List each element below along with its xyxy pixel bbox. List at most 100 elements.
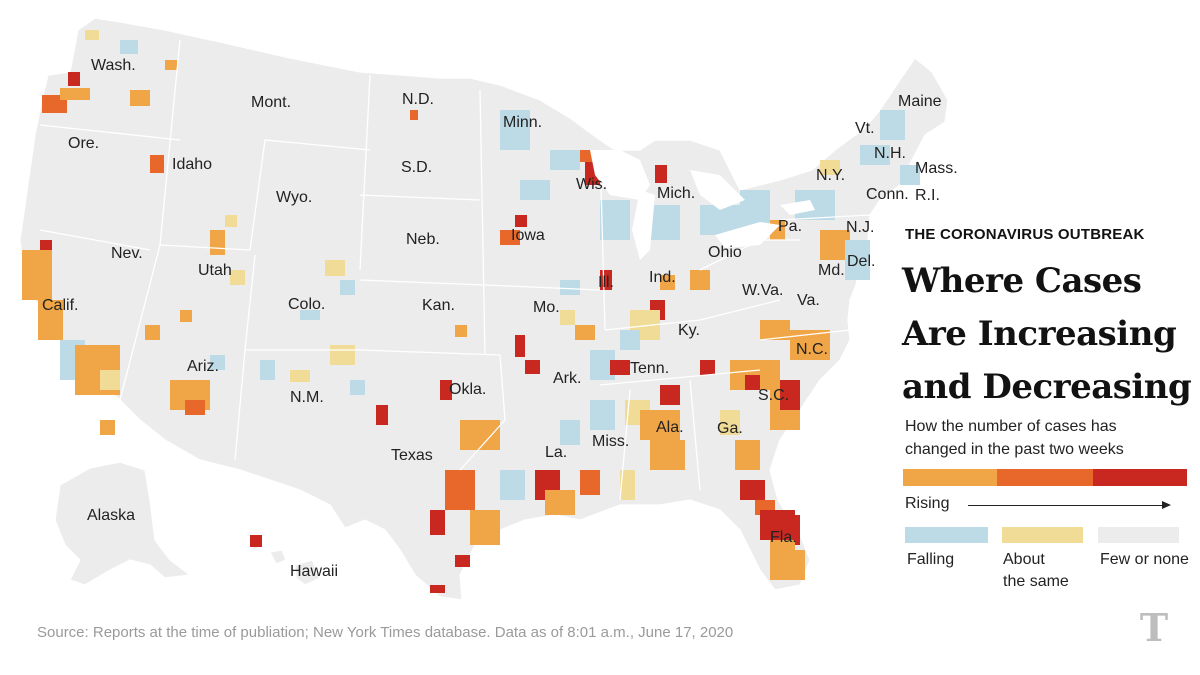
state-label-ri: R.I. <box>915 187 940 204</box>
state-label-wash: Wash. <box>91 57 136 74</box>
state-label-mich: Mich. <box>657 185 696 202</box>
county-patch <box>690 270 710 290</box>
county-patch <box>740 480 765 500</box>
state-label-neb: Neb. <box>406 231 440 248</box>
county-patch <box>550 150 580 170</box>
county-patch <box>455 555 470 567</box>
county-patch <box>515 215 527 227</box>
county-patch <box>560 420 580 445</box>
subtitle-line-2: changed in the past two weeks <box>905 441 1124 458</box>
county-patch <box>745 375 760 390</box>
nyt-t-logo-icon: T <box>1140 605 1168 649</box>
county-patch <box>525 360 540 374</box>
county-patch <box>440 380 452 400</box>
county-patch <box>68 72 80 86</box>
county-patch <box>520 180 550 200</box>
county-patch <box>845 240 870 280</box>
state-label-nev: Nev. <box>111 245 143 262</box>
county-patch <box>340 280 355 295</box>
title-line-1: Where Cases <box>902 261 1142 301</box>
county-patch <box>640 410 680 440</box>
title-line-2: Are Increasing <box>902 314 1177 354</box>
title-line-3: and Decreasing <box>902 367 1192 407</box>
county-patch <box>130 90 150 106</box>
county-patch <box>38 300 63 340</box>
county-patch <box>545 490 575 515</box>
county-patches <box>22 30 920 593</box>
county-patch <box>120 40 138 54</box>
county-patch <box>410 110 418 120</box>
county-patch <box>785 515 800 545</box>
county-patch <box>150 155 164 173</box>
county-patch <box>180 310 192 322</box>
arrow-right-icon <box>1162 501 1171 509</box>
county-patch <box>880 110 905 140</box>
state-label-md: Md. <box>818 262 845 279</box>
state-label-ark: Ark. <box>553 370 582 387</box>
county-patch <box>460 420 500 450</box>
county-patch <box>430 510 445 535</box>
state-label-ariz: Ariz. <box>187 358 219 375</box>
legend-same-swatch <box>1002 527 1083 543</box>
county-patch <box>560 280 580 295</box>
state-label-okla: Okla. <box>449 381 487 398</box>
source-note: Source: Reports at the time of publiatio… <box>37 624 734 641</box>
county-patch <box>260 360 275 380</box>
county-patch <box>500 230 520 245</box>
state-label-colo: Colo. <box>288 296 326 313</box>
county-patch <box>85 30 99 40</box>
county-patch <box>600 200 630 240</box>
legend-same-line-1: About <box>1003 551 1045 568</box>
legend-rising-mid <box>997 469 1093 486</box>
county-patch <box>100 370 120 390</box>
county-patch <box>500 110 530 150</box>
svg-text:T: T <box>1140 605 1168 649</box>
state-label-iowa: Iowa <box>511 227 545 244</box>
state-label-ohio: Ohio <box>708 244 742 261</box>
state-label-hawaii: Hawaii <box>290 563 339 580</box>
county-patch <box>620 470 635 500</box>
legend-same-label: About the same <box>1003 549 1069 593</box>
county-patch <box>650 205 680 240</box>
state-label-mass: Mass. <box>915 160 958 177</box>
legend-rising-dark <box>1093 469 1187 486</box>
county-patch <box>660 275 675 290</box>
county-patch <box>620 330 640 350</box>
state-label-maine: Maine <box>898 93 942 110</box>
alaska-shape <box>54 461 192 586</box>
county-patch <box>780 380 800 410</box>
state-label-la: La. <box>545 444 568 461</box>
state-label-ala: Ala. <box>656 419 684 436</box>
legend-same-line-2: the same <box>1003 573 1069 590</box>
county-patch <box>515 335 525 357</box>
state-label-utah: Utah <box>198 262 232 279</box>
state-label-fla: Fla. <box>770 529 797 546</box>
county-patch <box>165 60 177 70</box>
county-patch <box>225 215 237 227</box>
great-lakes <box>590 150 815 260</box>
rising-arrow-line <box>968 505 1166 506</box>
state-label-nj: N.J. <box>846 219 875 236</box>
county-patch <box>445 470 475 510</box>
state-label-ore: Ore. <box>68 135 100 152</box>
state-label-va: Va. <box>797 292 820 309</box>
state-label-wva: W.Va. <box>742 282 784 299</box>
legend-none-swatch <box>1098 527 1179 543</box>
county-patch <box>610 360 630 375</box>
county-patch <box>790 550 805 580</box>
county-patch <box>100 420 115 435</box>
county-patch <box>820 160 840 175</box>
state-label-miss: Miss. <box>592 433 630 450</box>
state-borders <box>39 39 871 501</box>
county-patch <box>470 510 500 545</box>
county-patch <box>250 535 262 547</box>
state-label-conn: Conn. <box>866 186 909 203</box>
county-patch <box>290 370 310 382</box>
county-patch <box>660 385 680 405</box>
state-label-ga: Ga. <box>717 420 743 437</box>
county-patch <box>210 230 225 255</box>
county-patch <box>300 310 320 320</box>
state-label-nc: N.C. <box>796 341 828 358</box>
county-patch <box>350 380 365 395</box>
